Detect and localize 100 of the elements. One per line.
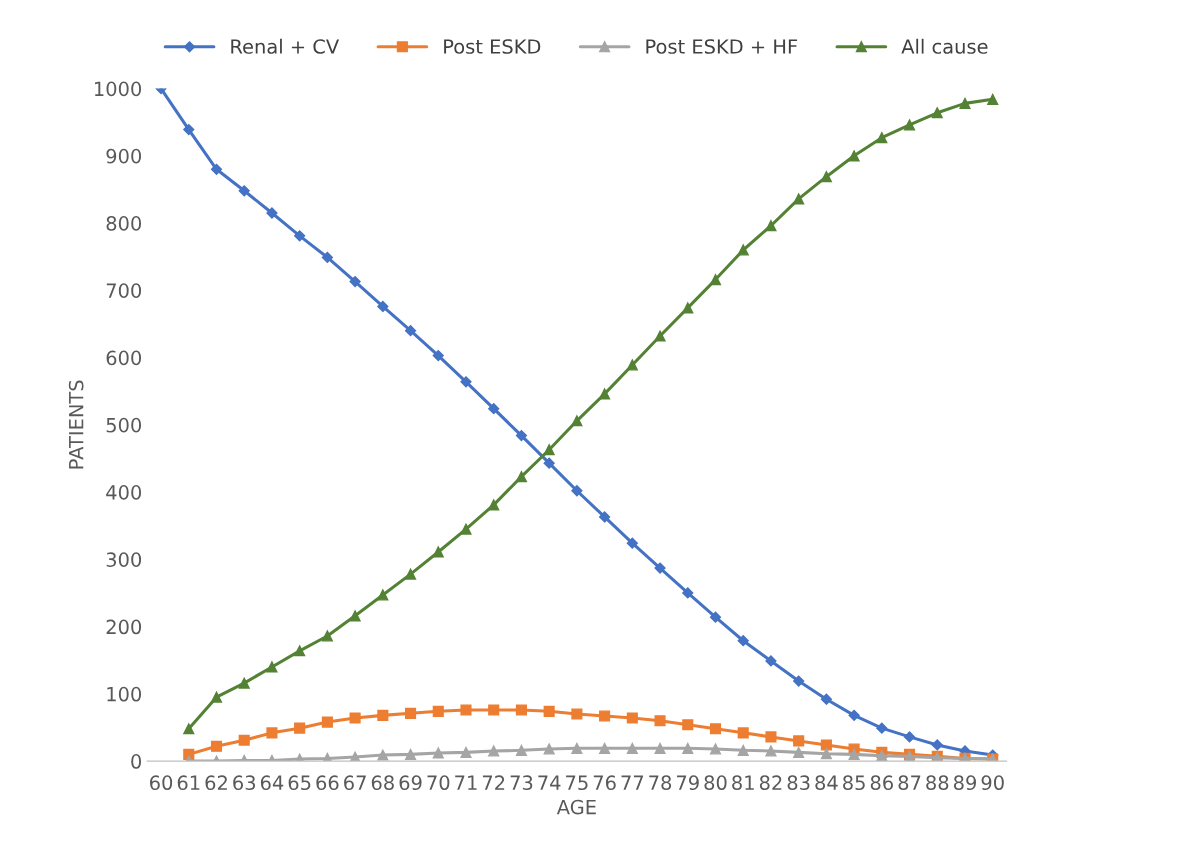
point — [321, 716, 333, 728]
point — [571, 708, 583, 720]
point — [765, 731, 777, 743]
y-tick-label: 800 — [106, 216, 142, 231]
point — [432, 705, 444, 717]
point — [294, 722, 306, 734]
x-tick-label: 62 — [205, 775, 227, 791]
point — [349, 712, 361, 724]
point — [599, 388, 611, 400]
point — [626, 359, 638, 371]
x-tick-label: 65 — [288, 775, 311, 791]
y-tick-label: 300 — [106, 552, 142, 568]
point — [432, 349, 444, 362]
point — [626, 712, 638, 724]
y-tick-label: 400 — [106, 485, 142, 500]
x-tick-label: 87 — [898, 775, 921, 791]
point — [460, 376, 472, 388]
point — [294, 645, 306, 657]
point — [543, 444, 555, 456]
x-tick-label: 66 — [316, 775, 339, 791]
point — [848, 150, 860, 162]
point — [488, 745, 500, 757]
point — [626, 537, 638, 549]
x-tick-label: 69 — [399, 775, 422, 791]
point — [210, 740, 223, 752]
point — [460, 523, 472, 535]
y-tick-label: 500 — [106, 417, 142, 433]
x-tick-label: 67 — [344, 775, 366, 791]
point — [543, 743, 555, 755]
x-tick-label: 74 — [538, 775, 561, 790]
point — [238, 185, 250, 197]
point — [488, 499, 500, 511]
point — [571, 485, 583, 497]
x-tick-label: 63 — [233, 775, 256, 791]
point — [709, 723, 722, 735]
point — [682, 719, 694, 731]
y-tick-label: 700 — [106, 283, 142, 298]
x-tick-label: 83 — [787, 775, 810, 791]
point — [210, 691, 223, 703]
x-tick-label: 85 — [843, 775, 865, 791]
x-tick-label: 73 — [510, 775, 533, 791]
point — [793, 735, 805, 747]
point — [349, 610, 361, 622]
point — [793, 193, 805, 205]
point — [765, 745, 777, 757]
point — [598, 511, 611, 523]
point — [599, 742, 611, 754]
point — [349, 275, 361, 288]
point — [682, 587, 694, 599]
point — [709, 743, 722, 755]
x-tick-label: 80 — [704, 775, 727, 791]
x-tick-label: 70 — [427, 775, 450, 791]
point — [820, 748, 832, 760]
point — [709, 611, 722, 623]
x-tick-label: 72 — [482, 775, 505, 790]
point — [432, 546, 444, 558]
x-tick-label: 60 — [150, 775, 173, 791]
point — [377, 709, 389, 721]
point — [876, 722, 888, 734]
point — [737, 635, 749, 647]
x-tick-label: 86 — [870, 775, 893, 791]
point — [820, 171, 832, 183]
point — [404, 568, 417, 580]
point — [210, 163, 223, 175]
legend-label: Post ESKD + HF — [646, 39, 798, 54]
point — [183, 123, 195, 136]
legend-label: All cause — [901, 38, 988, 54]
y-tick-label: 100 — [107, 686, 142, 702]
point — [515, 704, 527, 716]
x-tick-label: 77 — [621, 775, 644, 790]
point — [488, 704, 500, 716]
point — [765, 655, 777, 667]
x-tick-label: 71 — [455, 775, 477, 790]
point — [377, 589, 389, 601]
x-tick-label: 64 — [260, 775, 284, 791]
x-tick-label: 89 — [953, 775, 976, 791]
point — [294, 230, 306, 242]
point — [460, 746, 472, 758]
x-tick-label: 61 — [177, 775, 200, 791]
point — [709, 274, 722, 286]
point — [959, 97, 971, 109]
point — [543, 705, 555, 717]
x-tick-label: 75 — [566, 775, 588, 791]
x-tick-label: 68 — [371, 775, 394, 791]
point — [404, 707, 417, 719]
point — [460, 704, 472, 716]
point — [903, 119, 916, 131]
point — [571, 415, 583, 427]
x-tick-label: 88 — [926, 775, 949, 791]
x-tick-label: 90 — [981, 775, 1004, 791]
point — [987, 93, 999, 105]
x-tick-label: 76 — [593, 775, 616, 791]
point — [515, 429, 528, 442]
x-tick-label: 81 — [732, 775, 754, 791]
point — [515, 744, 527, 756]
point — [931, 739, 943, 751]
x-tick-label: 79 — [676, 775, 699, 791]
point — [903, 731, 916, 743]
point — [404, 325, 417, 337]
point — [377, 300, 389, 313]
